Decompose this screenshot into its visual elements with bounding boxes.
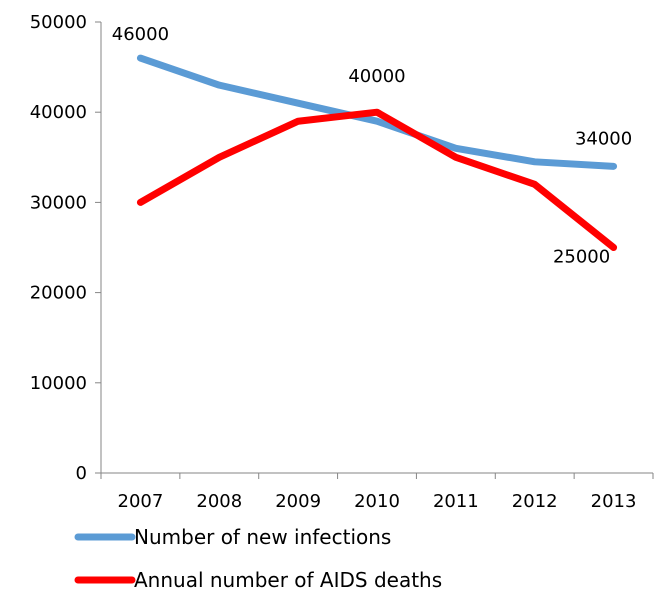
y-tick-label: 0	[76, 463, 87, 484]
x-tick-label: 2011	[433, 491, 479, 512]
axes: 0 10000 20000 30000 40000 50000 2007 2008 2009 20…	[30, 12, 654, 512]
legend-label: Annual number of AIDS deaths	[134, 568, 442, 591]
series-line-0	[136, 54, 618, 170]
series-line-1	[136, 108, 618, 251]
data-label: 40000	[348, 66, 405, 87]
series-layer	[136, 54, 618, 251]
data-label: 25000	[553, 247, 610, 268]
data-labels: 46000 40000 34000 25000	[112, 24, 632, 267]
legend: Number of new infections Annual number of…	[74, 525, 442, 591]
y-tick-label: 20000	[30, 283, 87, 304]
x-tick-label: 2010	[354, 491, 400, 512]
x-tick-label: 2012	[512, 491, 558, 512]
x-tick-label: 2007	[118, 491, 164, 512]
x-tick-label: 2009	[275, 491, 321, 512]
y-tick-label: 30000	[30, 192, 87, 213]
data-label: 46000	[112, 24, 169, 45]
x-tick-label: 2013	[591, 491, 637, 512]
x-tick-label: 2008	[196, 491, 242, 512]
y-tick-label: 50000	[30, 12, 87, 33]
data-label: 34000	[575, 128, 632, 149]
y-tick-label: 10000	[30, 373, 87, 394]
legend-label: Number of new infections	[134, 525, 391, 549]
y-tick-label: 40000	[30, 102, 87, 123]
